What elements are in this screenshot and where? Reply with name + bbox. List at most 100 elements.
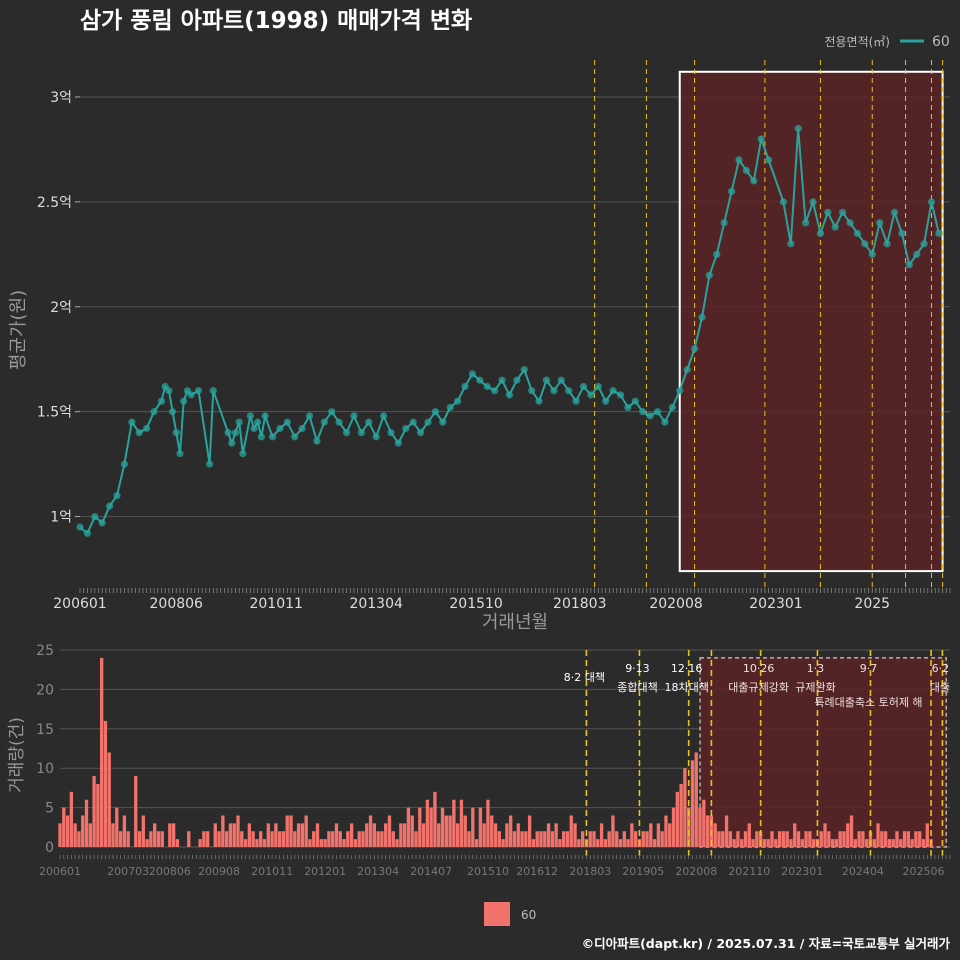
price-x-tick-label: 200806 (150, 596, 204, 612)
volume-bar (565, 831, 570, 847)
volume-bar (819, 831, 823, 847)
volume-bar (656, 823, 661, 847)
volume-x-tick-label: 202506 (902, 865, 944, 878)
volume-bar (410, 815, 414, 847)
price-point (224, 429, 232, 437)
price-point (816, 229, 825, 237)
volume-bar (77, 831, 81, 847)
price-point (209, 387, 217, 395)
volume-x-tick-label: 201510 (467, 865, 509, 878)
volume-bar (92, 776, 96, 847)
volume-bar (550, 831, 554, 847)
price-point (624, 403, 632, 412)
volume-axes: 0 5 10 15 20 25 200601 200703 200806 200908 201011… (36, 643, 951, 878)
volume-bar (137, 831, 142, 847)
volume-bar (531, 839, 536, 847)
price-point (250, 424, 258, 433)
price-point (505, 391, 514, 399)
policy-annotation-label: 특례대출축소 토허제 해 (814, 695, 922, 709)
price-point (839, 208, 847, 216)
volume-bar (440, 807, 445, 847)
price-policy-lines (594, 60, 944, 590)
price-point (491, 387, 499, 395)
volume-bar (73, 823, 77, 847)
price-point (520, 366, 528, 374)
price-point (550, 387, 558, 395)
volume-bar (774, 839, 778, 847)
volume-bar (141, 815, 145, 847)
volume-bar (887, 839, 892, 847)
volume-bar (399, 823, 403, 847)
volume-bar (65, 815, 70, 847)
volume-bar (111, 823, 115, 847)
volume-bar (740, 839, 744, 847)
volume-bar (459, 799, 464, 847)
volume-bar (573, 823, 577, 847)
price-point (757, 135, 765, 143)
price-point (594, 382, 602, 391)
volume-bar (346, 831, 350, 847)
price-point (276, 424, 284, 433)
volume-bar (736, 831, 740, 847)
price-point (205, 460, 214, 468)
volume-bar (830, 839, 835, 847)
volume-bar (493, 823, 498, 847)
price-point (402, 424, 410, 433)
price-point (898, 229, 906, 237)
volume-bar (262, 839, 267, 847)
volume-x-tick-label: 201612 (516, 865, 558, 878)
volume-bar (838, 831, 842, 847)
volume-bar (285, 815, 289, 847)
volume-x-tick-label: 201803 (569, 865, 611, 878)
policy-date-label: 10·26 (743, 662, 775, 675)
price-point (143, 424, 151, 433)
volume-bar (206, 831, 210, 847)
price-point (431, 408, 440, 416)
price-point (483, 382, 491, 391)
volume-bar (153, 823, 157, 847)
volume-bar (785, 831, 789, 847)
volume-bar (668, 823, 672, 847)
volume-bar (509, 815, 513, 847)
price-point (268, 433, 277, 441)
volume-bar (554, 823, 558, 847)
volume-bar (747, 823, 751, 847)
price-x-tick-label: 201011 (249, 596, 302, 612)
volume-bar (607, 831, 611, 847)
price-point (735, 156, 743, 164)
volume-y-tick-label: 10 (36, 761, 54, 777)
volume-bar (349, 823, 354, 847)
volume-bar (490, 815, 494, 847)
volume-bar (781, 831, 786, 847)
volume-bar (304, 815, 308, 847)
footer-credit: ©디아파트(dapt.kr) / 2025.07.31 / 자료=국토교통부 실… (582, 936, 951, 951)
price-y-tick-label: 2.5억 (37, 195, 72, 211)
volume-bar (569, 815, 573, 847)
price-point (587, 391, 595, 399)
volume-bar (698, 807, 702, 847)
legend-title: 전용면적(㎡) (824, 35, 890, 49)
volume-bar (849, 815, 854, 847)
volume-bar (634, 831, 638, 847)
volume-bar (145, 839, 149, 847)
volume-bar (300, 823, 305, 847)
volume-bar (558, 839, 562, 847)
price-point (239, 450, 247, 458)
volume-y-axis-label: 거래량(건) (7, 717, 27, 793)
volume-bar (630, 823, 634, 847)
price-point (372, 433, 380, 441)
price-x-tick-label: 202008 (649, 596, 702, 612)
volume-bar (224, 831, 229, 847)
bottom-legend-entry: 60 (521, 908, 536, 922)
price-y-tick-label: 1.5억 (37, 405, 72, 421)
volume-bar (274, 823, 278, 847)
price-point (542, 376, 551, 384)
price-x-axis-label: 거래년월 (482, 612, 548, 633)
volume-bar (796, 831, 801, 847)
volume-bar (126, 831, 130, 847)
price-point (342, 429, 351, 437)
volume-bar (365, 823, 369, 847)
volume-bar (827, 831, 831, 847)
price-point (535, 397, 543, 405)
volume-bar (296, 823, 301, 847)
